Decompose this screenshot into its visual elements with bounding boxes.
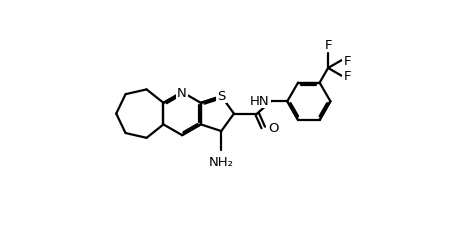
Text: F: F [344, 55, 351, 68]
Text: N: N [177, 86, 187, 99]
Text: F: F [344, 70, 351, 83]
Text: S: S [217, 90, 225, 102]
Text: F: F [324, 39, 332, 52]
Text: NH₂: NH₂ [209, 155, 234, 168]
Text: O: O [269, 121, 279, 134]
Text: HN: HN [250, 95, 270, 108]
